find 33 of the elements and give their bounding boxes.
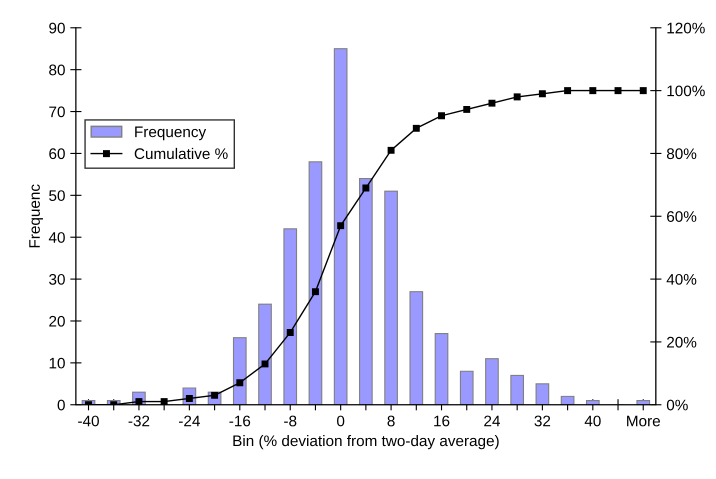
- legend-label: Cumulative %: [134, 148, 228, 160]
- y2-tick-label: 60%: [667, 211, 696, 222]
- x-tick-label: -24: [179, 416, 200, 426]
- x-tick-label: 40: [584, 416, 601, 426]
- x-tick-label: 32: [534, 416, 550, 426]
- x-tick-label: 16: [434, 416, 450, 426]
- y-axis-title: Frequenc: [29, 184, 43, 248]
- y-tick-label: 50: [49, 190, 65, 202]
- x-tick-label: 24: [484, 416, 500, 426]
- y-tick-label: 10: [50, 358, 65, 369]
- y-tick-label: 80: [49, 64, 65, 76]
- x-tick-label: 8: [388, 416, 395, 426]
- x-axis-title: Bin (% deviation from two-day average): [233, 434, 499, 450]
- y-tick-label: 40: [48, 232, 65, 243]
- x-tick-label: -40: [78, 416, 99, 426]
- legend-label: Frequency: [135, 126, 206, 140]
- y2-tick-label: 120%: [667, 22, 705, 34]
- y2-tick-label: 0%: [666, 400, 688, 410]
- y-tick-label: 0: [58, 400, 65, 410]
- x-tick-label: -8: [284, 416, 296, 426]
- y-tick-label: 30: [49, 274, 65, 285]
- x-tick-label: More: [627, 416, 660, 426]
- y2-tick-label: 40%: [666, 274, 696, 285]
- y-tick-label: 60: [49, 148, 65, 160]
- y-tick-label: 70: [49, 106, 65, 118]
- y-tick-label: 20: [49, 316, 65, 327]
- x-tick-label: -32: [128, 416, 150, 426]
- y2-tick-label: 20%: [667, 336, 696, 348]
- y-tick-label: 90: [49, 22, 65, 34]
- x-tick-label: 0: [337, 416, 344, 426]
- y2-tick-label: 80%: [666, 148, 696, 160]
- x-tick-label: -16: [229, 416, 250, 426]
- y2-tick-label: 100%: [667, 85, 705, 96]
